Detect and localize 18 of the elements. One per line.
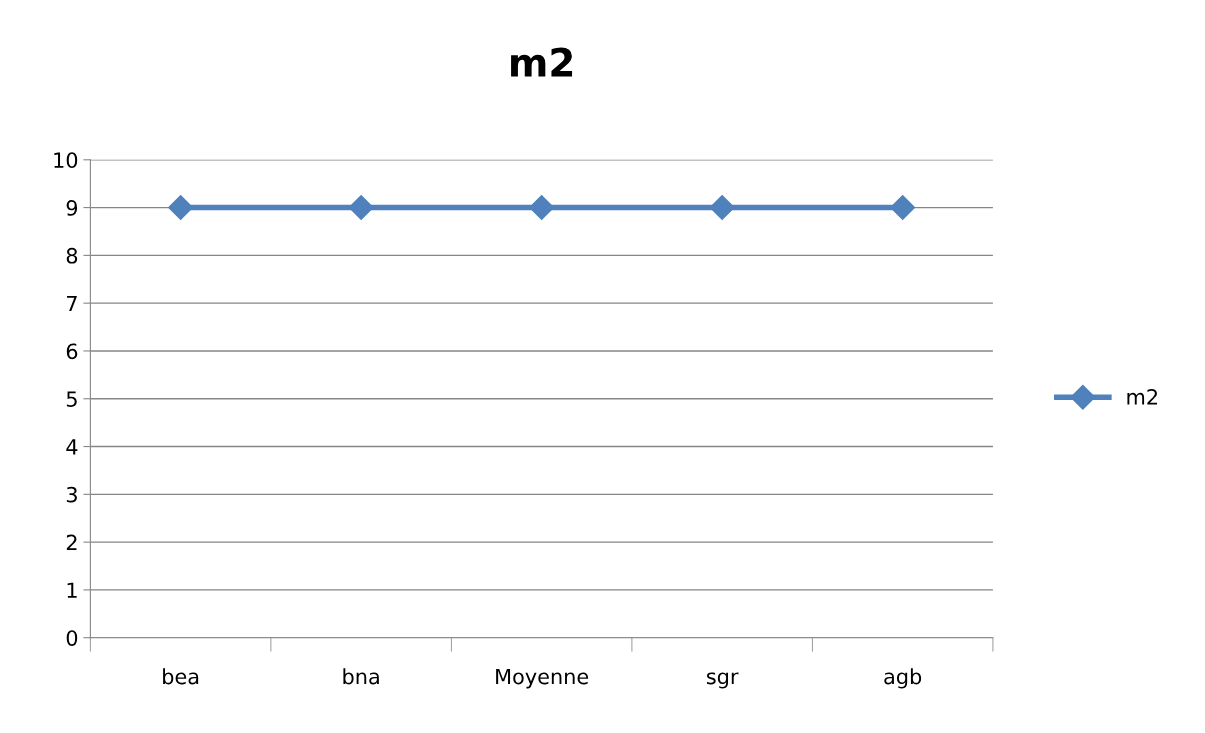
x-tick-label: Moyenne — [496, 668, 589, 689]
y-tick-label: 0 — [66, 630, 78, 646]
chart-title: m2 — [511, 47, 573, 77]
y-tick-label: 1 — [67, 582, 77, 598]
x-tick-label: bea — [163, 668, 199, 685]
x-tick-label: agb — [884, 668, 922, 689]
y-tick-label: 4 — [66, 439, 78, 455]
y-tick-label: 3 — [66, 486, 77, 503]
y-tick-label: 9 — [66, 200, 78, 216]
y-tick-label: 8 — [66, 247, 78, 264]
legend-label: m2 — [1127, 389, 1158, 405]
y-tick-label: 7 — [67, 295, 77, 312]
y-tick-label: 2 — [66, 534, 77, 551]
x-tick-label: sgr — [706, 672, 739, 689]
y-tick-label: 5 — [66, 391, 77, 407]
y-tick-label: 10 — [54, 152, 78, 169]
y-tick-label: 6 — [66, 343, 78, 360]
x-tick-label: bna — [343, 668, 379, 685]
